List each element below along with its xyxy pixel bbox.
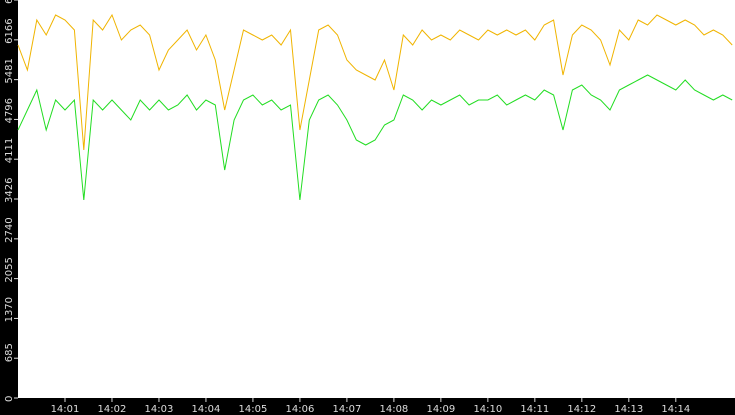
x-tick-label: 14:04: [192, 404, 221, 415]
y-tick-label: 4111: [4, 138, 15, 163]
x-tick-label: 14:10: [473, 404, 502, 415]
x-tick-label: 14:03: [145, 404, 174, 415]
y-tick-label: 3426: [4, 178, 15, 203]
x-tick-label: 14:06: [285, 404, 314, 415]
x-tick-label: 14:07: [332, 404, 361, 415]
x-tick-label: 14:12: [567, 404, 596, 415]
y-tick-label: 685: [4, 343, 15, 362]
series-line: [17, 13, 733, 151]
y-tick-label: 5481: [4, 58, 15, 83]
x-tick-label: 14:11: [520, 404, 549, 415]
y-tick-label: 2740: [4, 217, 15, 242]
x-tick-label: 14:14: [661, 404, 690, 415]
x-tick-label: 14:05: [239, 404, 268, 415]
x-tick-label: 14:02: [98, 404, 127, 415]
y-tick-label: 0: [4, 396, 15, 402]
series-line: [17, 74, 733, 201]
x-axis-band: [0, 398, 735, 415]
x-tick-label: 14:13: [614, 404, 643, 415]
y-tick-label: 4796: [4, 98, 15, 123]
x-tick-label: 14:08: [379, 404, 408, 415]
x-tick-label: 14:01: [51, 404, 80, 415]
y-tick-label: 6852: [4, 0, 15, 4]
y-axis-band: [0, 0, 18, 415]
x-tick-label: 14:09: [426, 404, 455, 415]
y-tick-label: 2055: [4, 257, 15, 282]
y-tick-label: 6166: [4, 18, 15, 43]
y-tick-label: 1370: [4, 297, 15, 322]
